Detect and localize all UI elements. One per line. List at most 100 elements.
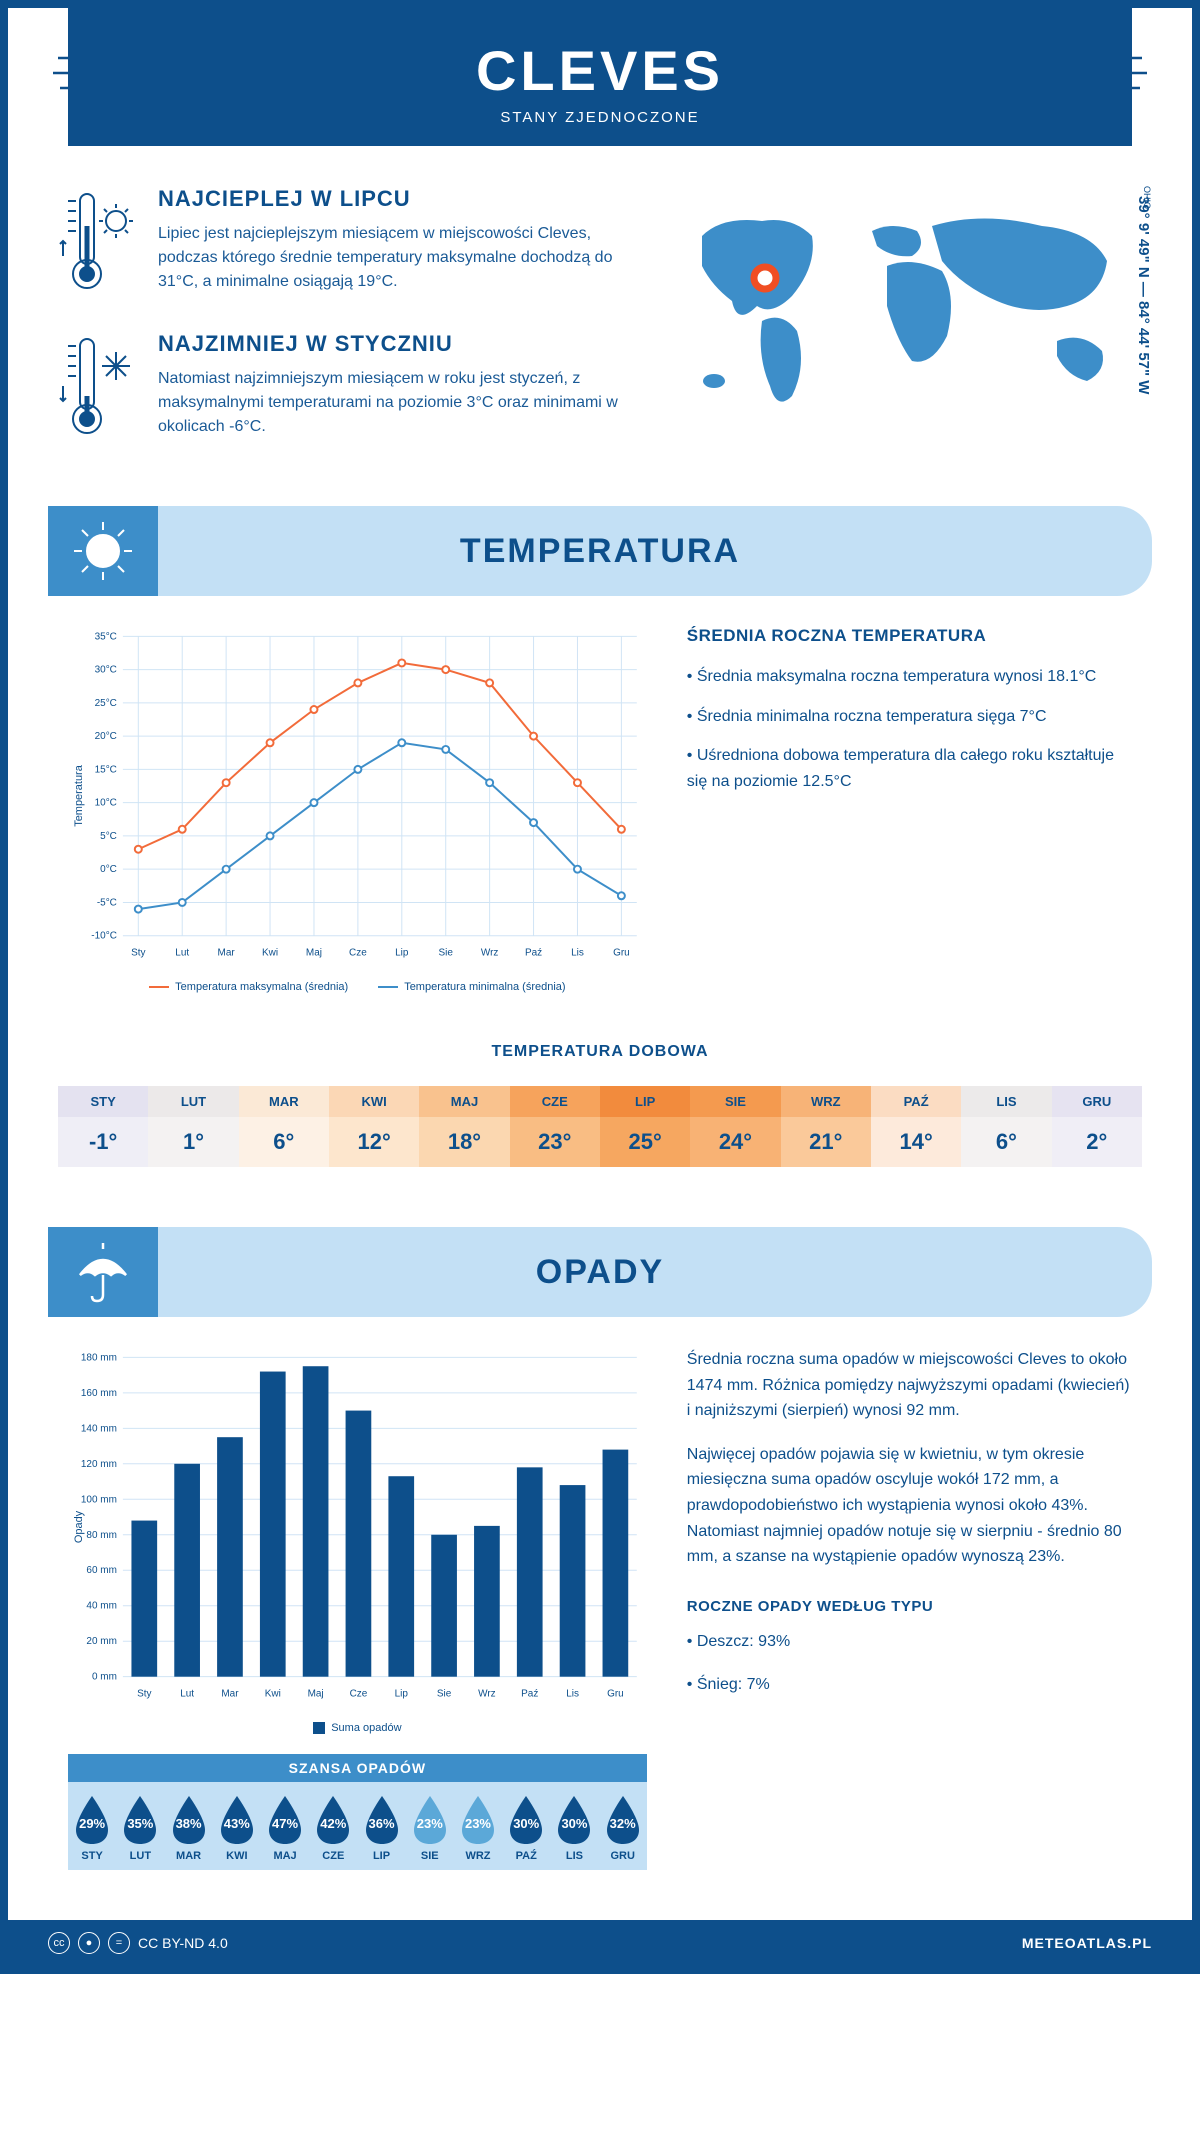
thermometer-cold-icon bbox=[58, 331, 138, 446]
svg-text:15°C: 15°C bbox=[95, 764, 117, 775]
svg-text:Cze: Cze bbox=[350, 1689, 368, 1700]
drop-cell: 43% KWI bbox=[213, 1794, 261, 1862]
coldest-title: NAJZIMNIEJ W STYCZNIU bbox=[158, 331, 632, 357]
svg-text:60 mm: 60 mm bbox=[86, 1565, 116, 1576]
drop-cell: 38% MAR bbox=[164, 1794, 212, 1862]
temperature-banner: TEMPERATURA bbox=[48, 506, 1152, 596]
daily-temp-row: STY -1° LUT 1° MAR 6° KWI 12° MAJ 18° CZ… bbox=[58, 1076, 1142, 1177]
daily-cell: WRZ 21° bbox=[781, 1076, 871, 1177]
drop-cell: 30% LIS bbox=[550, 1794, 598, 1862]
drop-cell: 32% GRU bbox=[599, 1794, 647, 1862]
thermometer-hot-icon bbox=[58, 186, 138, 301]
drop-cell: 23% WRZ bbox=[454, 1794, 502, 1862]
svg-text:Lip: Lip bbox=[395, 948, 409, 959]
svg-text:Maj: Maj bbox=[308, 1689, 324, 1700]
svg-text:20 mm: 20 mm bbox=[86, 1636, 116, 1647]
page-header: CLEVES STANY ZJEDNOCZONE bbox=[68, 8, 1132, 146]
temp-summary-title: ŚREDNIA ROCZNA TEMPERATURA bbox=[687, 626, 1132, 646]
svg-text:Kwi: Kwi bbox=[265, 1689, 281, 1700]
svg-text:160 mm: 160 mm bbox=[81, 1388, 117, 1399]
svg-text:Gru: Gru bbox=[607, 1689, 624, 1700]
svg-text:Lut: Lut bbox=[180, 1689, 194, 1700]
drop-cell: 29% STY bbox=[68, 1794, 116, 1862]
svg-text:20°C: 20°C bbox=[95, 731, 117, 742]
license-text: CC BY-ND 4.0 bbox=[138, 1935, 228, 1951]
svg-text:Lut: Lut bbox=[175, 948, 189, 959]
temperature-summary: ŚREDNIA ROCZNA TEMPERATURA • Średnia mak… bbox=[687, 626, 1132, 993]
svg-text:Sty: Sty bbox=[131, 948, 145, 959]
svg-text:Paź: Paź bbox=[525, 948, 542, 959]
daily-cell: PAŹ 14° bbox=[871, 1076, 961, 1177]
svg-text:Mar: Mar bbox=[218, 948, 236, 959]
city-title: CLEVES bbox=[68, 38, 1132, 103]
svg-text:30°C: 30°C bbox=[95, 665, 117, 676]
svg-text:140 mm: 140 mm bbox=[81, 1423, 117, 1434]
daily-cell: SIE 24° bbox=[690, 1076, 780, 1177]
svg-text:Mar: Mar bbox=[221, 1689, 239, 1700]
svg-text:80 mm: 80 mm bbox=[86, 1530, 116, 1541]
svg-text:Sty: Sty bbox=[137, 1689, 151, 1700]
daily-cell: STY -1° bbox=[58, 1076, 148, 1177]
drop-cell: 47% MAJ bbox=[261, 1794, 309, 1862]
section-title: OPADY bbox=[158, 1253, 1152, 1292]
precip-summary: Średnia roczna suma opadów w miejscowośc… bbox=[687, 1347, 1132, 1880]
daily-cell: LIS 6° bbox=[961, 1076, 1051, 1177]
svg-text:Gru: Gru bbox=[613, 948, 630, 959]
precip-chart: 0 mm20 mm40 mm60 mm80 mm100 mm120 mm140 … bbox=[68, 1347, 647, 1880]
svg-text:Sie: Sie bbox=[437, 1689, 452, 1700]
legend-precip-sum: Suma opadów bbox=[313, 1722, 401, 1734]
daily-cell: MAJ 18° bbox=[419, 1076, 509, 1177]
svg-text:0 mm: 0 mm bbox=[92, 1672, 117, 1683]
chance-title: SZANSA OPADÓW bbox=[68, 1754, 647, 1782]
svg-text:Cze: Cze bbox=[349, 948, 367, 959]
brand-text: METEOATLAS.PL bbox=[1022, 1935, 1152, 1951]
drop-cell: 36% LIP bbox=[357, 1794, 405, 1862]
drop-cell: 23% SIE bbox=[406, 1794, 454, 1862]
daily-cell: GRU 2° bbox=[1052, 1076, 1142, 1177]
daily-cell: KWI 12° bbox=[329, 1076, 419, 1177]
svg-text:-10°C: -10°C bbox=[91, 931, 117, 942]
daily-cell: MAR 6° bbox=[239, 1076, 329, 1177]
location-marker bbox=[754, 267, 776, 289]
svg-text:Wrz: Wrz bbox=[478, 1689, 496, 1700]
svg-text:0°C: 0°C bbox=[100, 864, 117, 875]
svg-text:5°C: 5°C bbox=[100, 831, 117, 842]
svg-text:Opady: Opady bbox=[73, 1510, 85, 1543]
coldest-text: Natomiast najzimniejszym miesiącem w rok… bbox=[158, 367, 632, 439]
hottest-text: Lipiec jest najcieplejszym miesiącem w m… bbox=[158, 222, 632, 294]
nd-icon: = bbox=[108, 1932, 130, 1954]
drop-cell: 42% CZE bbox=[309, 1794, 357, 1862]
cc-icon: cc bbox=[48, 1932, 70, 1954]
svg-text:120 mm: 120 mm bbox=[81, 1459, 117, 1470]
world-map bbox=[662, 186, 1142, 426]
svg-text:Maj: Maj bbox=[306, 948, 322, 959]
svg-text:25°C: 25°C bbox=[95, 698, 117, 709]
svg-text:40 mm: 40 mm bbox=[86, 1601, 116, 1612]
drop-cell: 35% LUT bbox=[116, 1794, 164, 1862]
coldest-block: NAJZIMNIEJ W STYCZNIU Natomiast najzimni… bbox=[58, 331, 632, 446]
svg-text:10°C: 10°C bbox=[95, 798, 117, 809]
umbrella-icon bbox=[48, 1227, 158, 1317]
svg-text:Temperatura: Temperatura bbox=[73, 764, 85, 826]
sun-icon bbox=[48, 506, 158, 596]
legend-min: Temperatura minimalna (średnia) bbox=[378, 981, 565, 993]
svg-text:-5°C: -5°C bbox=[97, 897, 117, 908]
daily-temp-title: TEMPERATURA DOBOWA bbox=[8, 1043, 1192, 1061]
country-subtitle: STANY ZJEDNOCZONE bbox=[68, 109, 1132, 126]
svg-text:Paź: Paź bbox=[521, 1689, 538, 1700]
precip-chance-box: SZANSA OPADÓW 29% STY 35% LUT 38% MAR 43… bbox=[68, 1754, 647, 1870]
hottest-title: NAJCIEPLEJ W LIPCU bbox=[158, 186, 632, 212]
daily-cell: LIP 25° bbox=[600, 1076, 690, 1177]
drop-cell: 30% PAŹ bbox=[502, 1794, 550, 1862]
footer: cc ● = CC BY-ND 4.0 METEOATLAS.PL bbox=[8, 1920, 1192, 1966]
daily-cell: LUT 1° bbox=[148, 1076, 238, 1177]
daily-cell: CZE 23° bbox=[510, 1076, 600, 1177]
coordinates: 39° 9' 49" N — 84° 44' 57" W bbox=[1135, 196, 1152, 394]
temperature-chart: -10°C -5°C 0°C 5°C 10°C 15°C 20°C 25°C 30°C 35°C S… bbox=[68, 626, 647, 993]
svg-text:Kwi: Kwi bbox=[262, 948, 278, 959]
svg-text:35°C: 35°C bbox=[95, 631, 117, 642]
svg-text:Lip: Lip bbox=[395, 1689, 409, 1700]
type-title: ROCZNE OPADY WEDŁUG TYPU bbox=[687, 1595, 1132, 1619]
hottest-block: NAJCIEPLEJ W LIPCU Lipiec jest najcieple… bbox=[58, 186, 632, 301]
svg-text:Sie: Sie bbox=[439, 948, 454, 959]
